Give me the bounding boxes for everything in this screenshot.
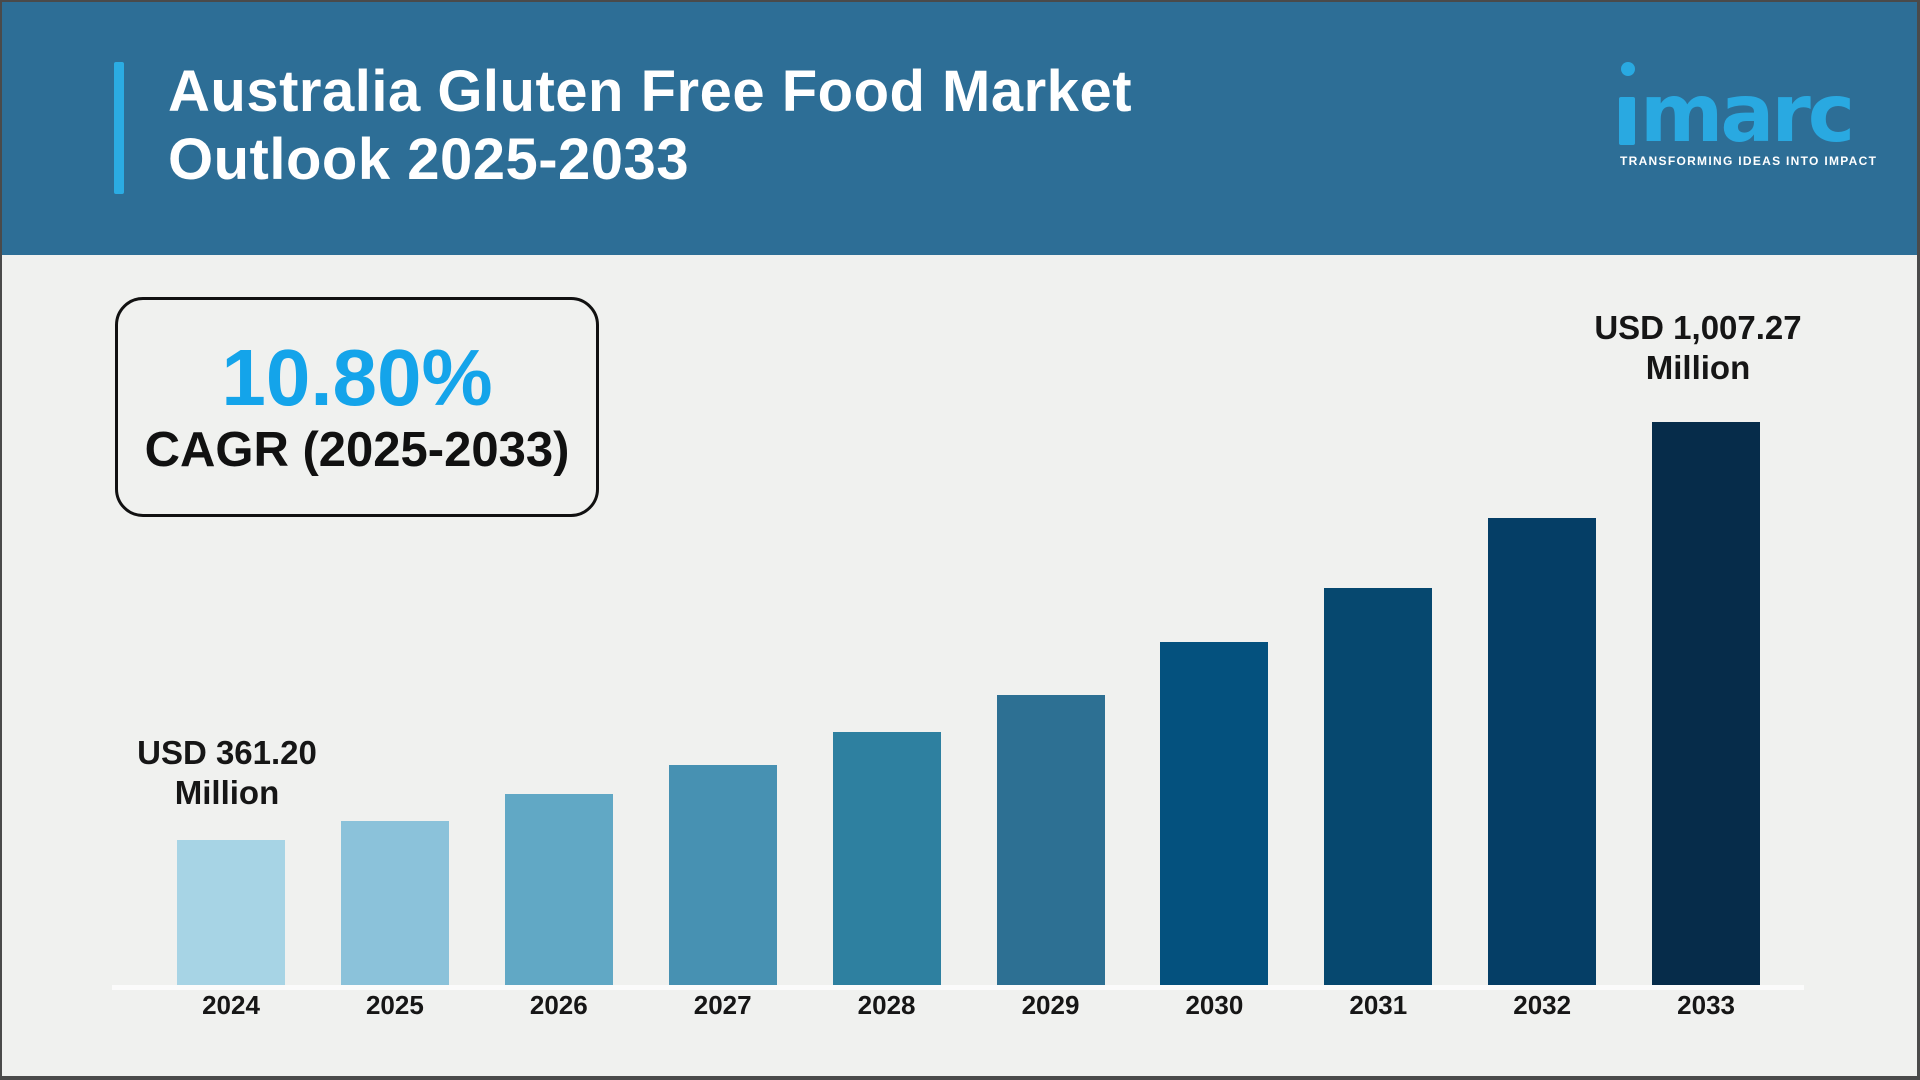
logo-wordmark-text: marc xyxy=(1640,67,1855,160)
imarc-logo: marc TRANSFORMING IDEAS INTO IMPACT xyxy=(1618,60,1876,170)
last-bar-value-line1: USD 1,007.27 xyxy=(1594,309,1802,346)
page-title-line1: Australia Gluten Free Food Market xyxy=(168,59,1133,124)
cagr-value: 10.80% xyxy=(221,333,493,423)
bar-2033 xyxy=(1652,422,1761,985)
first-bar-value-label: USD 361.20 Million xyxy=(97,733,357,813)
bar-2028 xyxy=(832,732,941,985)
logo-i-dot-icon xyxy=(1621,62,1635,76)
title-accent-bar xyxy=(114,62,124,194)
header-band: Australia Gluten Free Food Market Outloo… xyxy=(2,2,1917,255)
x-axis-label-2026: 2026 xyxy=(529,990,588,1020)
bar-2026 xyxy=(504,794,613,985)
bar-2027 xyxy=(668,765,777,985)
x-axis-label-2029: 2029 xyxy=(1021,990,1080,1020)
x-axis-label-2030: 2030 xyxy=(1185,990,1244,1020)
x-axis-label-2031: 2031 xyxy=(1349,990,1408,1020)
bar-2029 xyxy=(996,695,1105,985)
bar-2030 xyxy=(1160,642,1269,985)
page-title: Australia Gluten Free Food Market Outloo… xyxy=(168,58,1132,194)
last-bar-value-line2: Million xyxy=(1645,349,1751,386)
x-axis-label-2032: 2032 xyxy=(1513,990,1572,1020)
bar-2024 xyxy=(177,840,285,985)
x-axis-label-2028: 2028 xyxy=(857,990,916,1020)
logo-i-stem-icon xyxy=(1619,97,1635,145)
logo-tagline: TRANSFORMING IDEAS INTO IMPACT xyxy=(1620,154,1878,168)
bar-2032 xyxy=(1488,518,1597,985)
last-bar-value-label: USD 1,007.27 Million xyxy=(1568,308,1828,388)
page-title-line2: Outlook 2025-2033 xyxy=(168,127,690,192)
cagr-box: 10.80% CAGR (2025-2033) xyxy=(115,297,599,517)
imarc-logo-wordmark: marc xyxy=(1618,60,1868,154)
x-axis-label-2024: 2024 xyxy=(202,990,260,1020)
x-axis-label-2027: 2027 xyxy=(693,990,752,1020)
bar-2031 xyxy=(1324,588,1433,985)
bar-2025 xyxy=(340,821,449,985)
x-axis-line xyxy=(112,985,1804,990)
cagr-label: CAGR (2025-2033) xyxy=(144,423,570,478)
x-axis-label-2033: 2033 xyxy=(1677,990,1736,1020)
first-bar-value-line2: Million xyxy=(174,774,280,811)
first-bar-value-line1: USD 361.20 xyxy=(137,734,317,771)
x-axis-label-2025: 2025 xyxy=(365,990,424,1020)
